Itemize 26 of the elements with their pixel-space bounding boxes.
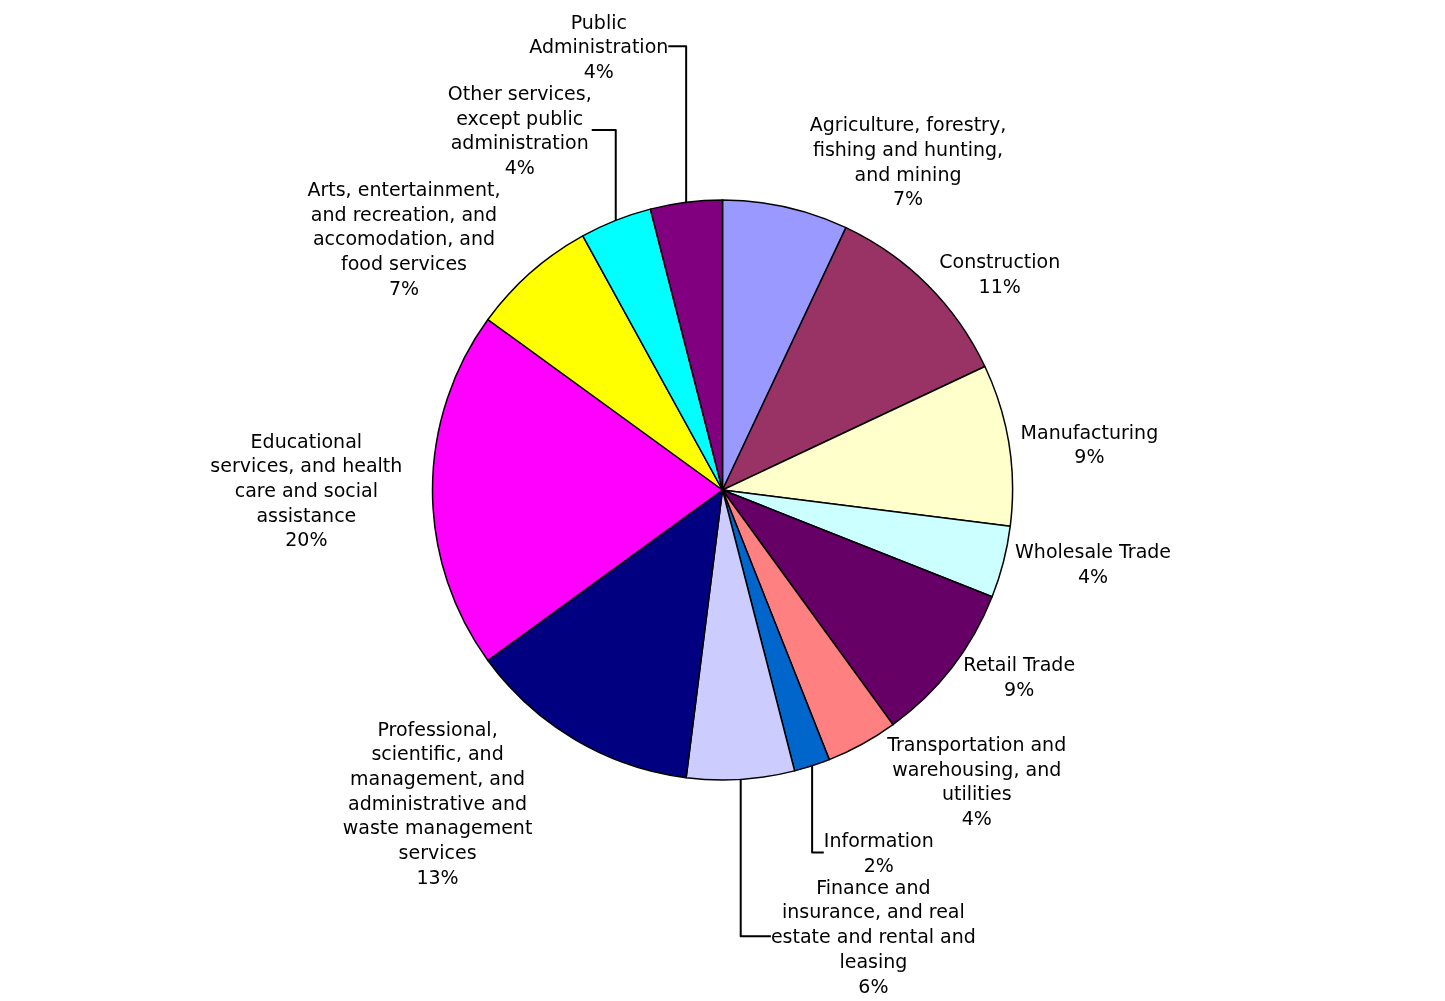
slice-label: Arts, entertainment, and recreation, and accomodation, and food services (307, 178, 501, 275)
slice-label: Retail Trade (963, 653, 1076, 676)
data-label: 7% (892, 187, 924, 210)
data-label: 4% (961, 807, 992, 830)
slice-label: Agriculture, forestry, fishing and hunting, and mining (809, 113, 1007, 185)
data-label: 9% (1004, 677, 1035, 700)
slice-label: Professional, scientific, and management, and administrative and waste management services (342, 717, 533, 864)
data-label: 6% (858, 974, 889, 997)
data-label: 13% (416, 865, 459, 888)
data-label: 4% (1077, 564, 1109, 587)
slice-label: Transportation and warehousing, and utilities (886, 732, 1067, 805)
data-label: 7% (388, 276, 420, 299)
slice-label: Manufacturing (1020, 420, 1159, 443)
data-label: 2% (863, 853, 894, 876)
data-label: 20% (285, 528, 328, 551)
data-label: 9% (1074, 445, 1105, 468)
slice-label: Public Administration (529, 10, 669, 58)
data-label: 11% (978, 274, 1021, 297)
slice-label: Other services, except public administration (447, 81, 592, 154)
data-label: 4% (504, 156, 535, 179)
slice-label: Finance and insurance, and real estate and rental and leasing (770, 875, 976, 972)
slice-label: Wholesale Trade (1015, 540, 1172, 563)
slice-label: Information (823, 829, 934, 852)
slice-label: Construction (939, 249, 1061, 272)
slice-label: Educational services, and health care and social assistance (210, 429, 403, 526)
data-label: 4% (583, 59, 614, 82)
